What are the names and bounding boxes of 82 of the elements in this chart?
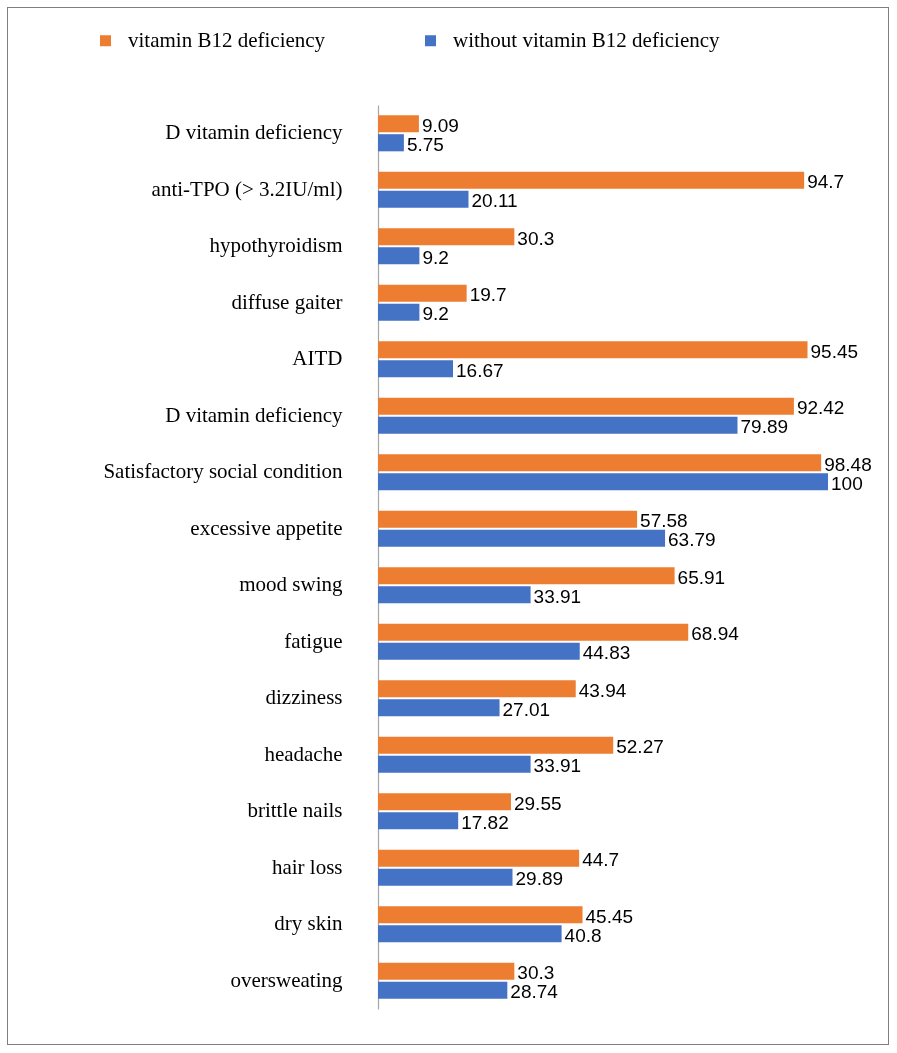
data-label: 33.91 xyxy=(533,755,582,777)
y-tick-label: excessive appetite xyxy=(190,515,343,540)
data-label: 44.83 xyxy=(582,642,631,664)
bar xyxy=(378,868,513,886)
bar xyxy=(378,699,500,717)
bar xyxy=(378,736,614,754)
y-tick-label: dry skin xyxy=(274,911,343,936)
y-tick-label: D vitamin deficiency xyxy=(165,120,343,145)
data-label: 94.7 xyxy=(807,171,845,193)
legend-label: vitamin B12 deficiency xyxy=(128,27,326,52)
y-tick-label: headache xyxy=(264,741,343,766)
data-label: 100 xyxy=(831,472,863,494)
bar xyxy=(378,473,828,491)
bar xyxy=(378,171,805,189)
bar xyxy=(378,586,531,604)
bar xyxy=(378,529,666,547)
y-tick-label: dizziness xyxy=(265,685,343,710)
y-tick-label: diffuse gaiter xyxy=(231,289,343,314)
data-label: 68.94 xyxy=(691,623,740,645)
data-label: 20.11 xyxy=(471,190,518,212)
data-label: 17.82 xyxy=(461,811,509,833)
data-label: 9.2 xyxy=(422,246,449,268)
bar xyxy=(378,510,638,528)
data-label: 92.42 xyxy=(796,397,845,419)
bar xyxy=(378,228,515,246)
bar xyxy=(378,303,420,321)
data-label: 43.94 xyxy=(578,679,627,701)
data-label: 9.09 xyxy=(421,114,459,136)
y-tick-label: oversweating xyxy=(230,967,343,992)
data-label: 57.58 xyxy=(640,510,688,532)
y-tick-label: mood swing xyxy=(239,572,343,597)
bar xyxy=(378,962,515,980)
bar xyxy=(378,115,419,133)
bar xyxy=(378,906,583,924)
data-label: 5.75 xyxy=(406,133,444,155)
data-label: 29.89 xyxy=(515,868,564,890)
bar xyxy=(378,284,467,302)
bar xyxy=(378,755,531,773)
bar xyxy=(378,134,404,152)
bar xyxy=(378,680,576,698)
bar xyxy=(378,454,822,472)
bar xyxy=(378,360,454,378)
bar xyxy=(378,642,580,660)
y-tick-label: anti-TPO (> 3.2IU/ml) xyxy=(151,176,343,201)
bar xyxy=(378,247,420,265)
data-label: 98.48 xyxy=(824,453,872,475)
data-label: 19.7 xyxy=(469,284,507,306)
bar xyxy=(378,793,511,811)
y-tick-label: hypothyroidism xyxy=(209,233,343,258)
data-label: 44.7 xyxy=(582,849,620,871)
data-label: 40.8 xyxy=(564,924,602,946)
data-label: 30.3 xyxy=(517,227,555,249)
data-label: 65.91 xyxy=(677,566,726,588)
data-label: 52.27 xyxy=(616,736,664,758)
data-label: 45.45 xyxy=(585,905,634,927)
y-tick-label: hair loss xyxy=(271,854,343,879)
bar xyxy=(378,981,508,999)
data-label: 79.89 xyxy=(740,416,789,438)
y-tick-label: brittle nails xyxy=(247,798,343,823)
data-label: 30.3 xyxy=(517,962,555,984)
bar xyxy=(378,567,675,585)
data-label: 29.55 xyxy=(513,792,562,814)
data-label: 28.74 xyxy=(510,981,559,1003)
bar xyxy=(378,416,738,434)
data-label: 16.67 xyxy=(456,359,504,381)
bar xyxy=(378,925,562,943)
data-label: 9.2 xyxy=(422,303,449,325)
data-label: 95.45 xyxy=(810,340,859,362)
bar xyxy=(378,849,580,867)
data-label: 27.01 xyxy=(502,698,551,720)
y-tick-label: D vitamin deficiency xyxy=(165,402,343,427)
bar xyxy=(378,341,808,359)
data-label: 33.91 xyxy=(533,585,582,607)
bar xyxy=(378,397,794,415)
y-tick-label: AITD xyxy=(292,346,343,371)
bar xyxy=(378,623,689,641)
y-tick-label: Satisfactory social condition xyxy=(103,459,343,484)
bar xyxy=(378,812,459,830)
y-tick-label: fatigue xyxy=(284,628,343,653)
bar xyxy=(378,190,469,208)
legend-label: without vitamin B12 deficiency xyxy=(453,27,721,52)
data-label: 63.79 xyxy=(668,529,716,551)
